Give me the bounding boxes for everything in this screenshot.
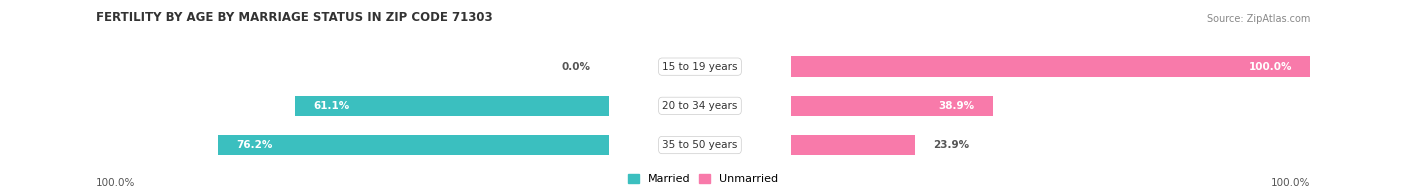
Text: 20 to 34 years: 20 to 34 years — [662, 101, 738, 111]
Text: 76.2%: 76.2% — [236, 140, 273, 150]
Text: FERTILITY BY AGE BY MARRIAGE STATUS IN ZIP CODE 71303: FERTILITY BY AGE BY MARRIAGE STATUS IN Z… — [96, 11, 492, 24]
Text: 23.9%: 23.9% — [934, 140, 970, 150]
Bar — [792, 56, 1310, 77]
Text: 100.0%: 100.0% — [1271, 178, 1310, 188]
Bar — [218, 135, 609, 155]
Text: 100.0%: 100.0% — [96, 178, 135, 188]
Text: 0.0%: 0.0% — [561, 62, 591, 72]
Text: 38.9%: 38.9% — [939, 101, 974, 111]
Bar — [792, 135, 915, 155]
Text: 61.1%: 61.1% — [314, 101, 350, 111]
Text: 35 to 50 years: 35 to 50 years — [662, 140, 738, 150]
Text: 100.0%: 100.0% — [1249, 62, 1292, 72]
Text: 15 to 19 years: 15 to 19 years — [662, 62, 738, 72]
Bar — [295, 96, 609, 116]
Text: Source: ZipAtlas.com: Source: ZipAtlas.com — [1206, 14, 1310, 24]
Bar — [792, 96, 993, 116]
Legend: Married, Unmarried: Married, Unmarried — [623, 169, 783, 189]
